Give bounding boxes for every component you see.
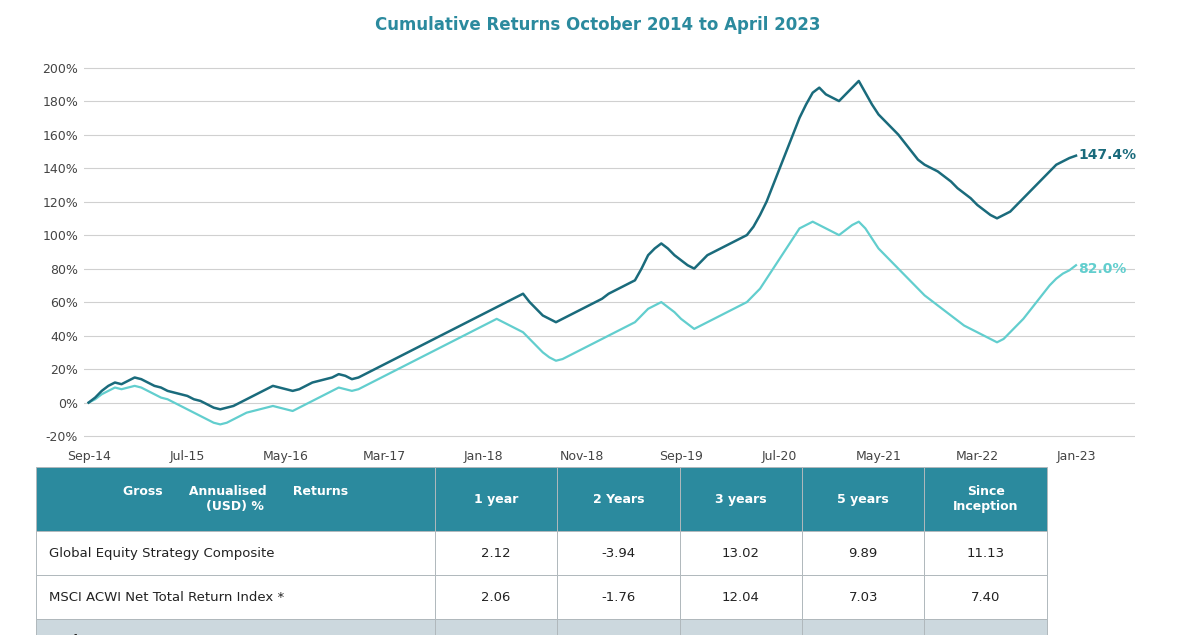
- Bar: [36, 531, 435, 575]
- Text: 7.03: 7.03: [848, 591, 878, 604]
- Bar: [680, 467, 802, 531]
- Bar: [680, 575, 802, 619]
- Text: 12.04: 12.04: [722, 591, 760, 604]
- Bar: [925, 619, 1047, 635]
- Bar: [36, 467, 435, 531]
- Text: 7.40: 7.40: [970, 591, 1000, 604]
- Bar: [435, 619, 557, 635]
- Text: Active Return: Active Return: [49, 634, 152, 635]
- Text: 1 year: 1 year: [473, 493, 517, 505]
- Bar: [435, 575, 557, 619]
- Text: 0.98: 0.98: [724, 634, 758, 635]
- Text: 2.12: 2.12: [482, 547, 510, 560]
- Bar: [925, 531, 1047, 575]
- Bar: [802, 575, 925, 619]
- Bar: [680, 619, 802, 635]
- Bar: [802, 619, 925, 635]
- Text: MSCI ACWI Net Total Return Index *: MSCI ACWI Net Total Return Index *: [49, 591, 284, 604]
- Text: 9.89: 9.89: [848, 547, 878, 560]
- Text: 82.0%: 82.0%: [1078, 262, 1127, 276]
- Text: 13.02: 13.02: [722, 547, 760, 560]
- Bar: [435, 467, 557, 531]
- Bar: [802, 467, 925, 531]
- Bar: [557, 575, 680, 619]
- Text: -2.18: -2.18: [599, 634, 637, 635]
- Bar: [925, 467, 1047, 531]
- Text: 147.4%: 147.4%: [1078, 148, 1136, 162]
- Text: 3 years: 3 years: [715, 493, 766, 505]
- Bar: [925, 575, 1047, 619]
- Bar: [680, 531, 802, 575]
- Text: 5 years: 5 years: [838, 493, 889, 505]
- Bar: [36, 575, 435, 619]
- Bar: [557, 531, 680, 575]
- Text: 2.86: 2.86: [847, 634, 880, 635]
- Text: 2.06: 2.06: [482, 591, 510, 604]
- Text: -1.76: -1.76: [601, 591, 636, 604]
- Text: 0.06: 0.06: [479, 634, 513, 635]
- Legend: Nikko AM Global Equity, MSCI ACWI Net Total Return Index*: Nikko AM Global Equity, MSCI ACWI Net To…: [246, 510, 721, 533]
- Bar: [802, 531, 925, 575]
- Bar: [557, 467, 680, 531]
- Bar: [435, 531, 557, 575]
- Text: Since
Inception: Since Inception: [952, 485, 1018, 513]
- Text: Gross      Annualised      Returns
(USD) %: Gross Annualised Returns (USD) %: [123, 485, 348, 513]
- Text: 2 Years: 2 Years: [593, 493, 644, 505]
- Bar: [36, 619, 435, 635]
- Text: 11.13: 11.13: [967, 547, 1005, 560]
- Text: Cumulative Returns October 2014 to April 2023: Cumulative Returns October 2014 to April…: [375, 16, 820, 34]
- Text: -3.94: -3.94: [601, 547, 636, 560]
- Text: 3.73: 3.73: [969, 634, 1001, 635]
- Bar: [557, 619, 680, 635]
- Text: Global Equity Strategy Composite: Global Equity Strategy Composite: [49, 547, 275, 560]
